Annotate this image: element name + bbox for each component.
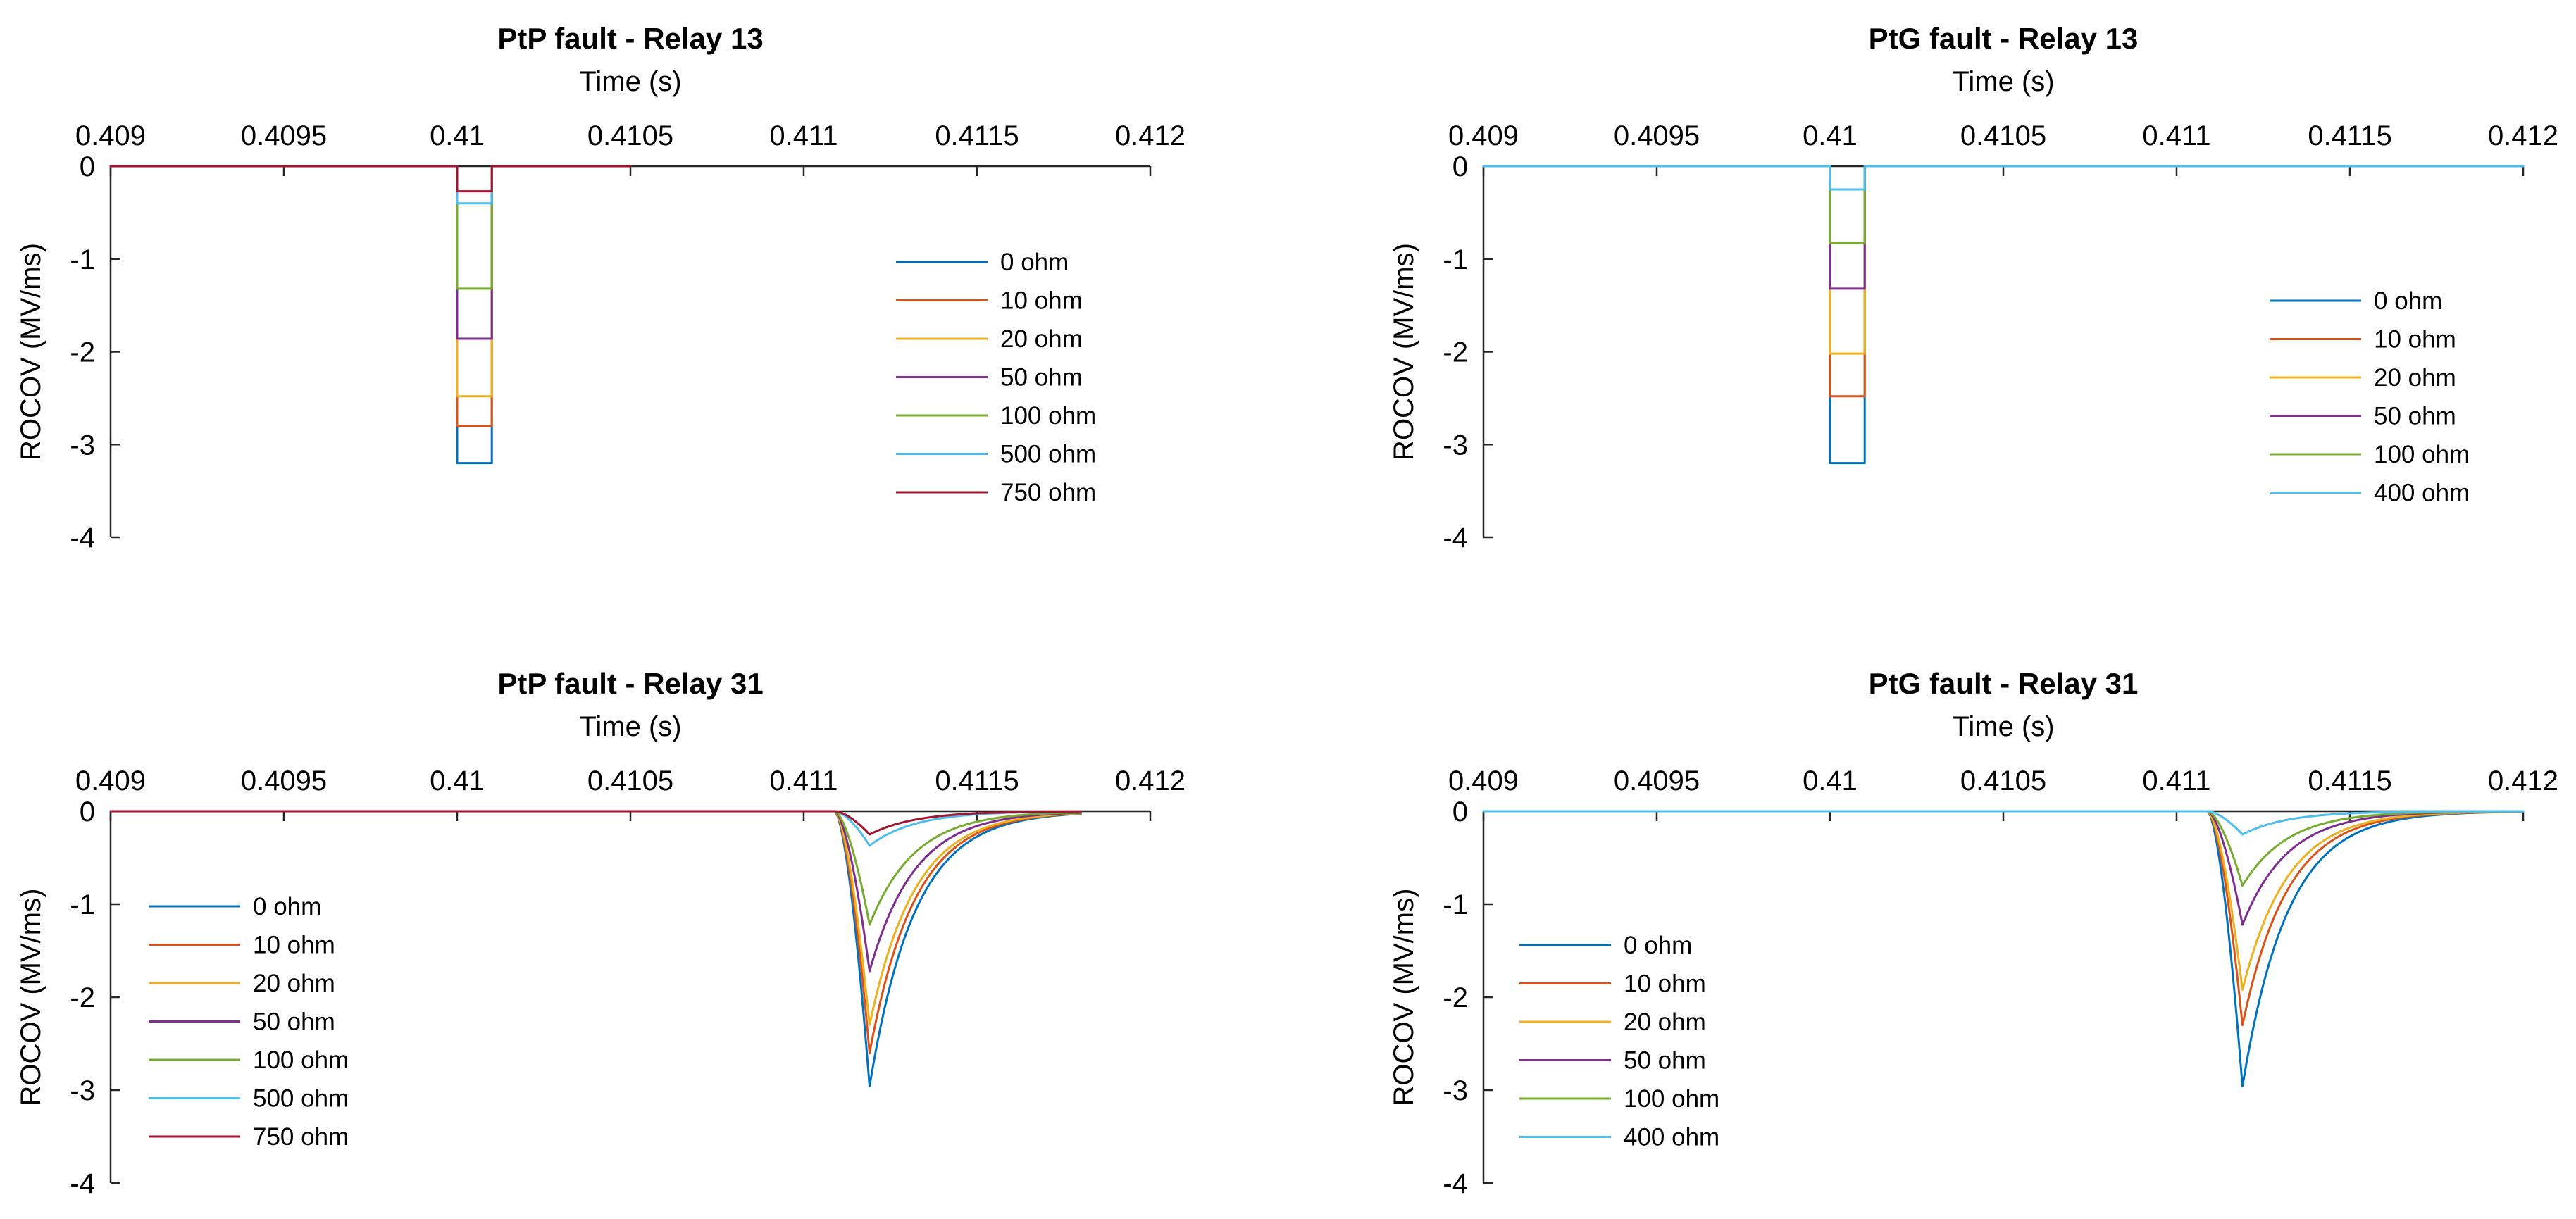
chart-1-x-tick-label: 0.412: [1115, 120, 1186, 151]
chart-1-y-axis-label: ROCOV (MV/ms): [15, 243, 46, 461]
chart-3-legend-label: 750 ohm: [253, 1123, 349, 1151]
chart-2-x-tick-label: 0.409: [1448, 120, 1519, 151]
chart-4-y-tick-label: -3: [1443, 1075, 1468, 1106]
chart-1-legend-label: 10 ohm: [1000, 287, 1083, 315]
chart-2-x-tick-label: 0.412: [2488, 120, 2558, 151]
chart-2-x-tick-label: 0.4105: [1960, 120, 2046, 151]
chart-3-y-tick-label: -3: [70, 1075, 95, 1106]
chart-1-y-tick-label: -3: [70, 430, 95, 461]
chart-3-y-axis-label: ROCOV (MV/ms): [15, 889, 46, 1106]
chart-3-series-750-ohm: [109, 810, 1083, 836]
chart-4-x-tick-label: 0.4105: [1960, 765, 2046, 796]
chart-2-legend-label: 50 ohm: [2374, 403, 2456, 430]
chart-3-legend-label: 500 ohm: [253, 1085, 349, 1113]
chart-4-y-tick-label: -1: [1443, 889, 1468, 920]
chart-2-legend-label: 400 ohm: [2374, 480, 2470, 507]
chart-3-title: PtP fault - Relay 31: [497, 667, 763, 700]
chart-2-y-tick-label: 0: [1452, 151, 1468, 182]
chart-4-x-tick-label: 0.412: [2488, 765, 2558, 796]
chart-4-legend-label: 400 ohm: [1624, 1124, 1719, 1151]
chart-1-legend-label: 500 ohm: [1000, 441, 1096, 468]
chart-3-y-tick-label: -1: [70, 889, 95, 920]
chart-4-y-tick-label: 0: [1452, 796, 1468, 827]
chart-3-series-20-ohm: [109, 810, 1083, 1027]
chart-2-y-axis-label: ROCOV (MV/ms): [1388, 243, 1419, 461]
chart-1-y-tick-label: 0: [80, 151, 95, 182]
chart-4-y-tick-label: -2: [1443, 982, 1468, 1013]
chart-3-x-tick-label: 0.4105: [587, 765, 673, 796]
chart-3-legend-label: 100 ohm: [253, 1046, 349, 1074]
chart-2-x-tick-label: 0.411: [2142, 120, 2210, 151]
chart-2-legend-label: 0 ohm: [2374, 287, 2442, 315]
chart-2-legend-label: 20 ohm: [2374, 364, 2456, 392]
chart-3-y-tick-label: -4: [70, 1168, 95, 1199]
chart-3-x-tick-label: 0.4115: [935, 765, 1019, 796]
chart-3-legend-label: 50 ohm: [253, 1008, 335, 1036]
chart-1-x-axis-label: Time (s): [579, 66, 681, 97]
chart-3-y-tick-label: -2: [70, 982, 95, 1013]
chart-2-x-tick-label: 0.4115: [2308, 120, 2391, 151]
chart-2-x-tick-label: 0.41: [1803, 120, 1858, 151]
chart-1-y-tick-label: -2: [70, 337, 95, 368]
chart-1-x-tick-label: 0.409: [75, 120, 146, 151]
chart-4-legend-label: 10 ohm: [1624, 970, 1706, 998]
chart-1-legend-label: 0 ohm: [1000, 249, 1069, 276]
chart-2-y-tick-label: -2: [1443, 337, 1468, 368]
chart-3-x-tick-label: 0.409: [75, 765, 146, 796]
chart-4-x-tick-label: 0.411: [2142, 765, 2210, 796]
chart-3-x-tick-label: 0.411: [769, 765, 838, 796]
chart-2-y-tick-label: -1: [1443, 244, 1468, 275]
chart-2-y-tick-label: -3: [1443, 430, 1468, 461]
chart-2-x-axis-label: Time (s): [1952, 66, 2054, 97]
chart-3-x-tick-label: 0.4095: [241, 765, 327, 796]
chart-4-series-400-ohm: [1482, 810, 2525, 836]
chart-1-legend-label: 100 ohm: [1000, 402, 1096, 430]
chart-4-legend-label: 100 ohm: [1624, 1085, 1719, 1113]
chart-3-legend-label: 0 ohm: [253, 893, 321, 920]
chart-3-x-tick-label: 0.41: [430, 765, 485, 796]
chart-1-x-tick-label: 0.4115: [935, 120, 1019, 151]
chart-1-x-tick-label: 0.411: [769, 120, 838, 151]
chart-4-y-axis-label: ROCOV (MV/ms): [1388, 889, 1419, 1106]
chart-4-x-tick-label: 0.41: [1803, 765, 1858, 796]
chart-2-y-tick-label: -4: [1443, 523, 1468, 554]
chart-3-x-tick-label: 0.412: [1115, 765, 1186, 796]
chart-4-legend-label: 0 ohm: [1624, 932, 1692, 959]
chart-1-x-tick-label: 0.4095: [241, 120, 327, 151]
chart-1-x-tick-label: 0.41: [430, 120, 485, 151]
chart-3-legend-label: 20 ohm: [253, 970, 335, 997]
chart-3-x-axis-label: Time (s): [579, 711, 681, 742]
chart-1-x-tick-label: 0.4105: [587, 120, 673, 151]
chart-4-x-tick-label: 0.409: [1448, 765, 1519, 796]
chart-2-x-tick-label: 0.4095: [1614, 120, 1700, 151]
chart-1-series-750-ohm: [109, 165, 632, 193]
chart-1-y-tick-label: -4: [70, 523, 95, 554]
chart-1-y-tick-label: -1: [70, 244, 95, 275]
chart-1-legend-label: 50 ohm: [1000, 364, 1083, 392]
chart-4-y-tick-label: -4: [1443, 1168, 1468, 1199]
chart-3-series-50-ohm: [109, 810, 1083, 973]
chart-2-title: PtG fault - Relay 13: [1869, 22, 2139, 55]
chart-3-legend-label: 10 ohm: [253, 932, 335, 959]
chart-4-x-tick-label: 0.4115: [2308, 765, 2391, 796]
chart-4-x-axis-label: Time (s): [1952, 711, 2054, 742]
chart-4-legend-label: 50 ohm: [1624, 1047, 1706, 1075]
chart-3-series-100-ohm: [109, 810, 1083, 926]
chart-4-legend-label: 20 ohm: [1624, 1008, 1706, 1036]
chart-2-legend-label: 100 ohm: [2374, 441, 2470, 468]
chart-1-legend-label: 20 ohm: [1000, 325, 1083, 353]
chart-3-y-tick-label: 0: [80, 796, 95, 827]
chart-4-title: PtG fault - Relay 31: [1869, 667, 2139, 700]
chart-4-x-tick-label: 0.4095: [1614, 765, 1700, 796]
chart-1-legend-label: 750 ohm: [1000, 479, 1096, 506]
chart-1-title: PtP fault - Relay 13: [497, 22, 763, 55]
chart-2-legend-label: 10 ohm: [2374, 326, 2456, 354]
chart-2-series-400-ohm: [1482, 165, 2525, 191]
